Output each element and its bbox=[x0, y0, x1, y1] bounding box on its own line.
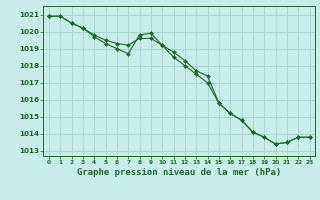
X-axis label: Graphe pression niveau de la mer (hPa): Graphe pression niveau de la mer (hPa) bbox=[77, 168, 281, 177]
